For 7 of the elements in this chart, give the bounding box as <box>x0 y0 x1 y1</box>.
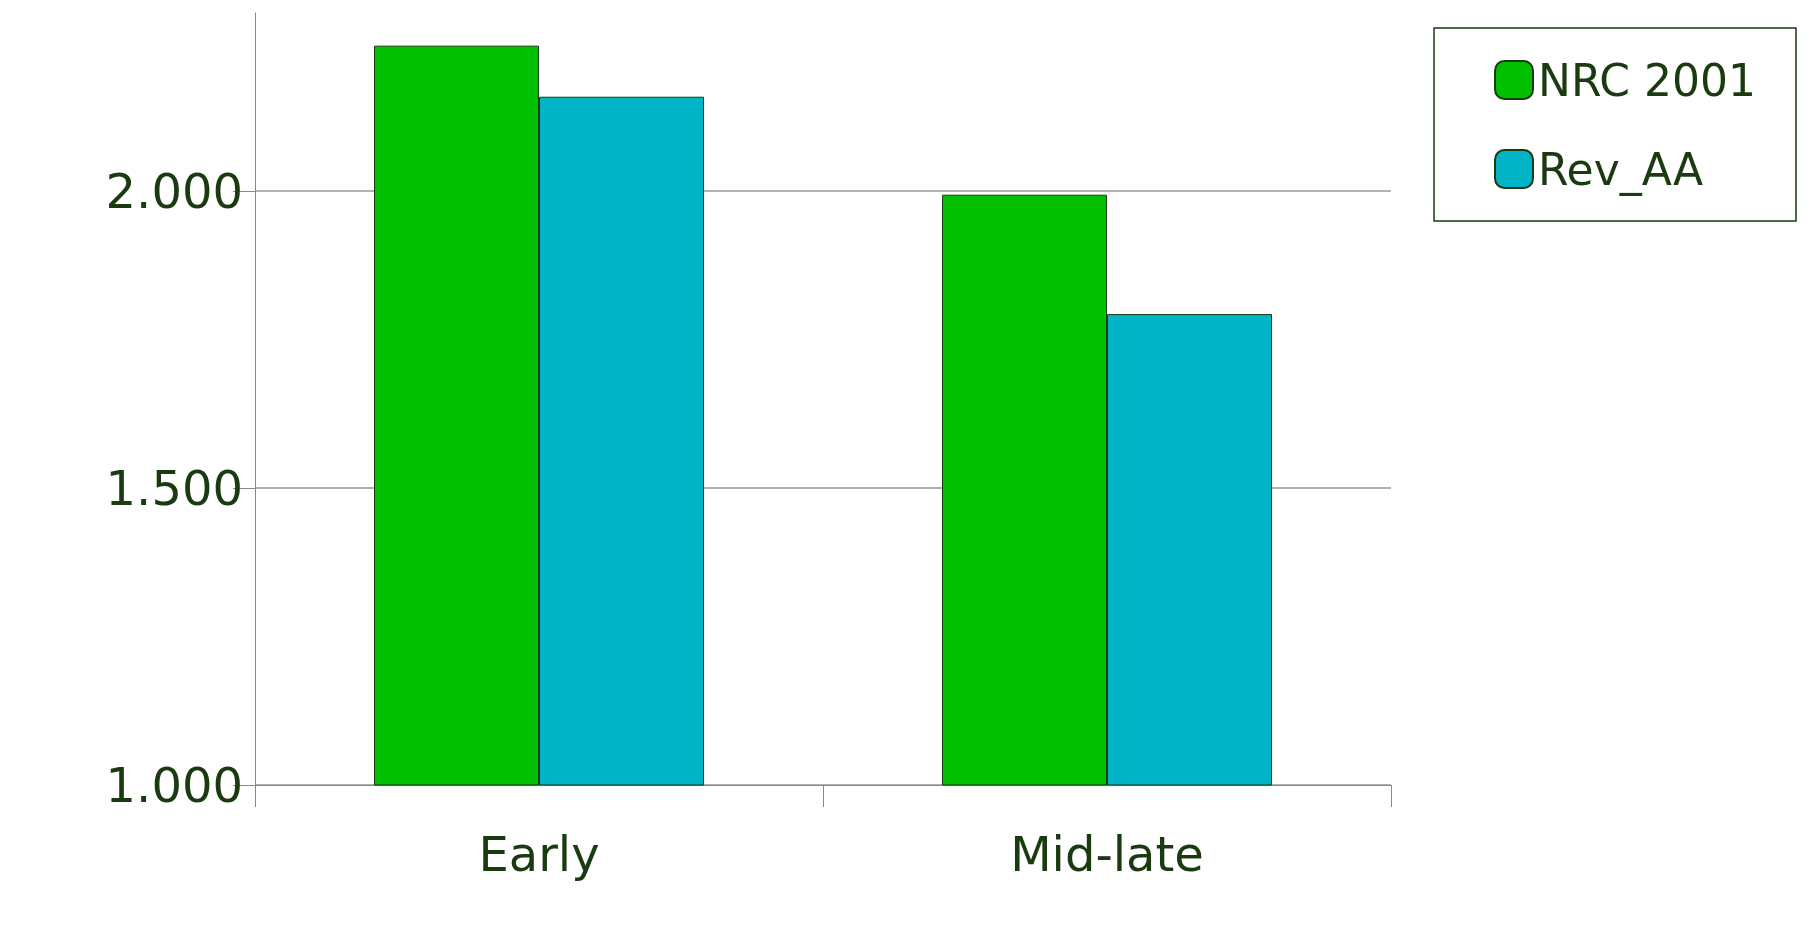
y-tick-label: 1.000 <box>105 757 243 813</box>
legend-label: Rev_AA <box>1538 143 1704 196</box>
x-tick-label: Mid-late <box>1010 826 1204 882</box>
legend-label: NRC 2001 <box>1538 54 1756 106</box>
y-tick-label: 2.000 <box>105 163 243 220</box>
y-tick-label: 1.500 <box>105 460 243 517</box>
x-tick-label: Early <box>478 826 600 882</box>
